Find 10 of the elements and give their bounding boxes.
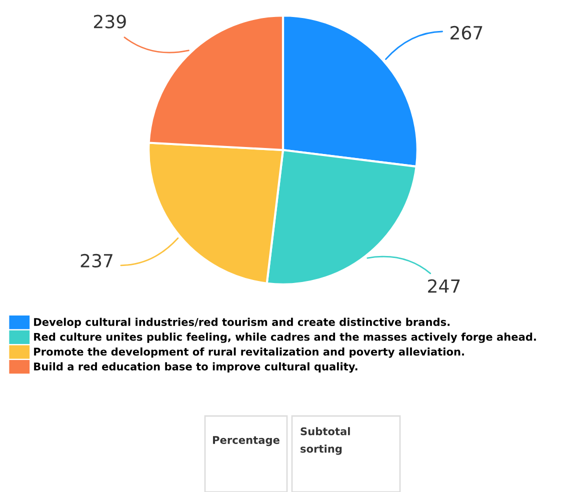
legend-label: Develop cultural industries/red tourism and create distinctive brands. [34, 318, 450, 328]
text: Subtotal sorting [300, 427, 350, 455]
data-label: 239 [94, 14, 126, 28]
data-label: 247 [428, 279, 460, 293]
data-label: 237 [80, 254, 112, 268]
legend-label: Promote the development of rural revitalization and poverty alleviation. [34, 347, 464, 358]
legend-label: Red culture unites public feeling, while cadres and the masses actively forge ahead. [34, 332, 536, 343]
legend-label: Build a red education base to improve cultural quality. [34, 362, 358, 373]
text: Percentage [213, 436, 280, 446]
data-label: 267 [450, 26, 482, 40]
